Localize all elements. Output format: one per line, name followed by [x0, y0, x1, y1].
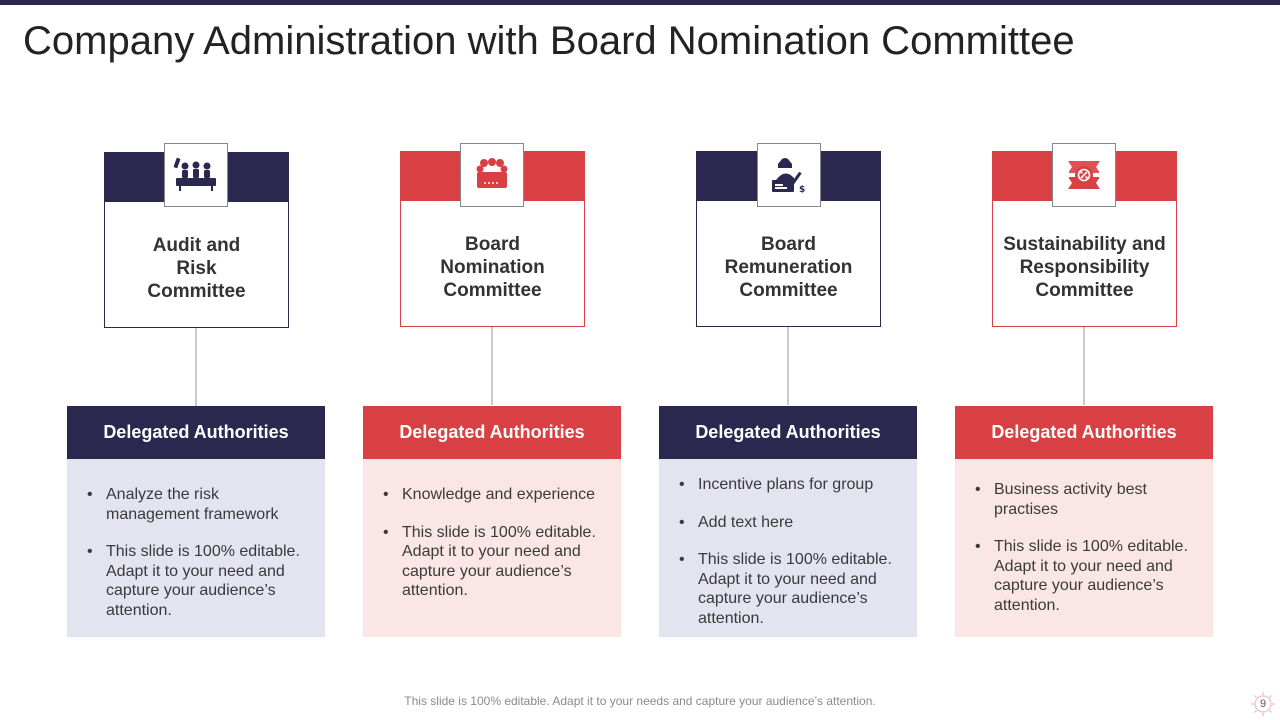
- authority-title-bar: Delegated Authorities: [659, 406, 917, 459]
- authority-list: Analyze the risk management framework Th…: [87, 485, 305, 638]
- list-item: Business activity best practises: [975, 480, 1193, 519]
- list-item: Knowledge and experience: [383, 485, 601, 505]
- list-item: This slide is 100% editable. Adapt it to…: [975, 537, 1193, 615]
- authority-list: Incentive plans for group Add text here …: [679, 475, 897, 646]
- connector-line: [195, 328, 197, 406]
- list-item: This slide is 100% editable. Adapt it to…: [383, 523, 601, 601]
- sustainability-icon: [1052, 143, 1116, 207]
- committee-title: Board Remuneration Committee: [724, 234, 853, 301]
- authority-body: Analyze the risk management framework Th…: [67, 459, 325, 637]
- page-number-badge: 9: [1249, 690, 1277, 718]
- committee-title: Board Nomination Committee: [440, 234, 545, 301]
- list-item: Add text here: [679, 513, 897, 533]
- list-item: This slide is 100% editable. Adapt it to…: [679, 550, 897, 628]
- connector-line: [787, 327, 789, 405]
- top-accent-bar: [0, 0, 1280, 5]
- connector-line: [1083, 327, 1085, 405]
- list-item: This slide is 100% editable. Adapt it to…: [87, 542, 305, 620]
- authority-body: Incentive plans for group Add text here …: [659, 459, 917, 637]
- list-item: Incentive plans for group: [679, 475, 897, 495]
- committee-title: Audit and Risk Committee: [147, 235, 246, 302]
- gear-icon: [1251, 692, 1275, 716]
- slide-title: Company Administration with Board Nomina…: [23, 19, 1075, 63]
- connector-line: [491, 327, 493, 405]
- authority-list: Knowledge and experience This slide is 1…: [383, 485, 601, 619]
- committee-header-box: [400, 151, 585, 327]
- slide-footer: This slide is 100% editable. Adapt it to…: [404, 694, 876, 708]
- authority-body: Knowledge and experience This slide is 1…: [363, 459, 621, 637]
- meeting-icon: [164, 143, 228, 207]
- authority-title-bar: Delegated Authorities: [363, 406, 621, 459]
- authority-list: Business activity best practises This sl…: [975, 480, 1193, 633]
- list-item: Analyze the risk management framework: [87, 485, 305, 524]
- authority-body: Business activity best practises This sl…: [955, 459, 1213, 637]
- authority-title-bar: Delegated Authorities: [67, 406, 325, 459]
- svg-text:$: $: [799, 185, 805, 195]
- page-number: 9: [1259, 698, 1267, 710]
- committee-title: Sustainability and Responsibility Committe…: [1003, 234, 1166, 301]
- signing-icon: $: [757, 143, 821, 207]
- board-group-icon: [460, 143, 524, 207]
- authority-title-bar: Delegated Authorities: [955, 406, 1213, 459]
